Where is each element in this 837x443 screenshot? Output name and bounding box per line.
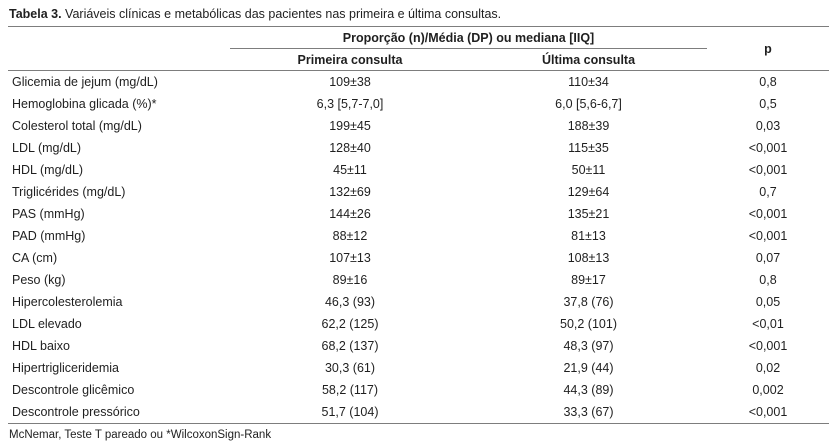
table-row: Peso (kg) 89±16 89±17 0,8 bbox=[8, 269, 829, 291]
row-p-value: 0,03 bbox=[755, 119, 781, 133]
header-first-consult-column: Primeira consulta bbox=[230, 48, 470, 71]
row-p-value: 0,8 bbox=[759, 273, 777, 287]
row-variable-label: Triglicérides (mg/dL) bbox=[12, 185, 126, 199]
row-last-consult-value: 108±13 bbox=[567, 251, 610, 265]
row-first-consult-value: 62,2 (125) bbox=[321, 317, 379, 331]
table-row: LDL elevado 62,2 (125) 50,2 (101) <0,01 bbox=[8, 313, 829, 335]
row-first-consult-value: 68,2 (137) bbox=[321, 339, 379, 353]
table-row: Triglicérides (mg/dL) 132±69 129±64 0,7 bbox=[8, 181, 829, 203]
table-row: Glicemia de jejum (mg/dL) 109±38 110±34 0,8 bbox=[8, 71, 829, 94]
table-row: HDL baixo 68,2 (137) 48,3 (97) <0,001 bbox=[8, 335, 829, 357]
row-last-consult-value: 188±39 bbox=[567, 119, 610, 133]
table-row: LDL (mg/dL) 128±40 115±35 <0,001 bbox=[8, 137, 829, 159]
row-p-value: <0,001 bbox=[748, 229, 788, 243]
row-last-consult-value: 129±64 bbox=[567, 185, 610, 199]
table-title-text: Variáveis clínicas e metabólicas das pac… bbox=[61, 7, 502, 21]
row-p-value: 0,8 bbox=[759, 75, 777, 89]
table-row: Descontrole pressórico 51,7 (104) 33,3 (67… bbox=[8, 401, 829, 424]
table-row: Colesterol total (mg/dL) 199±45 188±39 0,03 bbox=[8, 115, 829, 137]
row-last-consult-value: 44,3 (89) bbox=[563, 383, 614, 397]
row-variable-label: Descontrole glicêmico bbox=[12, 383, 135, 397]
row-last-consult-value: 50±11 bbox=[571, 163, 606, 177]
row-first-consult-value: 46,3 (93) bbox=[324, 295, 376, 309]
clinical-variables-table: Proporção (n)/Média (DP) ou mediana [IIQ… bbox=[8, 26, 829, 424]
table-row: PAS (mmHg) 144±26 135±21 <0,001 bbox=[8, 203, 829, 225]
row-variable-label: Hemoglobina glicada (%)* bbox=[12, 97, 157, 111]
row-variable-label: HDL baixo bbox=[12, 339, 70, 353]
row-first-consult-value: 128±40 bbox=[329, 141, 371, 155]
row-first-consult-value: 89±16 bbox=[332, 273, 368, 287]
row-last-consult-value: 21,9 (44) bbox=[563, 361, 614, 375]
row-last-consult-value: 6,0 [5,6-6,7] bbox=[555, 97, 622, 111]
row-p-value: <0,001 bbox=[748, 141, 788, 155]
row-variable-label: LDL elevado bbox=[12, 317, 82, 331]
row-last-consult-value: 89±17 bbox=[571, 273, 606, 287]
row-variable-label: HDL (mg/dL) bbox=[12, 163, 84, 177]
row-variable-label: Hipercolesterolemia bbox=[12, 295, 123, 309]
row-variable-label: PAS (mmHg) bbox=[12, 207, 85, 221]
table-header: Proporção (n)/Média (DP) ou mediana [IIQ… bbox=[8, 26, 829, 71]
table-row: Hemoglobina glicada (%)* 6,3 [5,7-7,0] 6,0… bbox=[8, 93, 829, 115]
row-first-consult-value: 51,7 (104) bbox=[230, 401, 470, 424]
header-corner-cell bbox=[8, 26, 230, 71]
header-p-column: p bbox=[707, 26, 829, 71]
header-last-consult-column: Última consulta bbox=[470, 48, 707, 71]
row-variable-label: CA (cm) bbox=[12, 251, 58, 265]
table-footnote: McNemar, Teste T pareado ou *WilcoxonSig… bbox=[9, 429, 272, 441]
row-last-consult-value: 135±21 bbox=[567, 207, 610, 221]
row-last-consult-value: 33,3 (67) bbox=[470, 401, 707, 424]
row-variable-label: Glicemia de jejum (mg/dL) bbox=[12, 75, 158, 89]
row-p-value: 0,02 bbox=[755, 361, 781, 375]
row-last-consult-value: 50,2 (101) bbox=[560, 317, 617, 331]
row-p-value: <0,001 bbox=[748, 163, 788, 177]
row-last-consult-value: 37,8 (76) bbox=[563, 295, 614, 309]
row-p-value: <0,001 bbox=[748, 339, 788, 353]
table-row: Descontrole glicêmico 58,2 (117) 44,3 (89)… bbox=[8, 379, 829, 401]
row-last-consult-value: 115±35 bbox=[568, 141, 609, 155]
row-p-value: <0,001 bbox=[748, 207, 788, 221]
row-first-consult-value: 144±26 bbox=[329, 207, 371, 221]
table-row: PAD (mmHg) 88±12 81±13 <0,001 bbox=[8, 225, 829, 247]
row-first-consult-value: 199±45 bbox=[329, 119, 371, 133]
row-first-consult-value: 107±13 bbox=[329, 251, 371, 265]
row-variable-label: Colesterol total (mg/dL) bbox=[12, 119, 142, 133]
table-row: Hipertrigliceridemia 30,3 (61) 21,9 (44) 0,… bbox=[8, 357, 829, 379]
row-first-consult-value: 6,3 [5,7-7,0] bbox=[316, 97, 384, 111]
table-row: HDL (mg/dL) 45±11 50±11 <0,001 bbox=[8, 159, 829, 181]
table-row: CA (cm) 107±13 108±13 0,07 bbox=[8, 247, 829, 269]
row-p-value: <0,001 bbox=[707, 401, 829, 424]
row-first-consult-value: 88±12 bbox=[332, 229, 368, 243]
row-first-consult-value: 30,3 (61) bbox=[324, 361, 376, 375]
row-variable-label: Peso (kg) bbox=[12, 273, 66, 287]
table-header-group-row: Proporção (n)/Média (DP) ou mediana [IIQ… bbox=[8, 26, 829, 71]
row-variable-label: LDL (mg/dL) bbox=[12, 141, 82, 155]
table-title-label: Tabela 3. bbox=[9, 7, 62, 21]
header-group-label: Proporção (n)/Média (DP) ou mediana [IIQ… bbox=[230, 26, 707, 49]
row-p-value: 0,002 bbox=[752, 383, 784, 397]
table-header-sub-row: Primeira consulta Última consulta bbox=[8, 48, 829, 71]
row-first-consult-value: 58,2 (117) bbox=[321, 383, 379, 397]
row-variable-label: Descontrole pressórico bbox=[8, 401, 230, 424]
row-variable-label: PAD (mmHg) bbox=[12, 229, 86, 243]
table-body: Glicemia de jejum (mg/dL) 109±38 110±34 0,8… bbox=[8, 71, 829, 424]
row-last-consult-value: 48,3 (97) bbox=[563, 339, 614, 353]
row-p-value: 0,05 bbox=[755, 295, 781, 309]
row-variable-label: Hipertrigliceridemia bbox=[12, 361, 119, 375]
row-first-consult-value: 132±69 bbox=[329, 185, 371, 199]
row-p-value: 0,07 bbox=[755, 251, 781, 265]
row-p-value: 0,7 bbox=[759, 185, 777, 199]
row-p-value: 0,5 bbox=[759, 97, 777, 111]
row-last-consult-value: 110±34 bbox=[568, 75, 609, 89]
table-title: Tabela 3. Variáveis clínicas e metabólic… bbox=[9, 7, 829, 22]
row-p-value: <0,01 bbox=[752, 317, 784, 331]
row-first-consult-value: 45±11 bbox=[333, 163, 367, 177]
row-last-consult-value: 81±13 bbox=[571, 229, 606, 243]
row-first-consult-value: 109±38 bbox=[329, 75, 371, 89]
table-row: Hipercolesterolemia 46,3 (93) 37,8 (76) 0,0… bbox=[8, 291, 829, 313]
